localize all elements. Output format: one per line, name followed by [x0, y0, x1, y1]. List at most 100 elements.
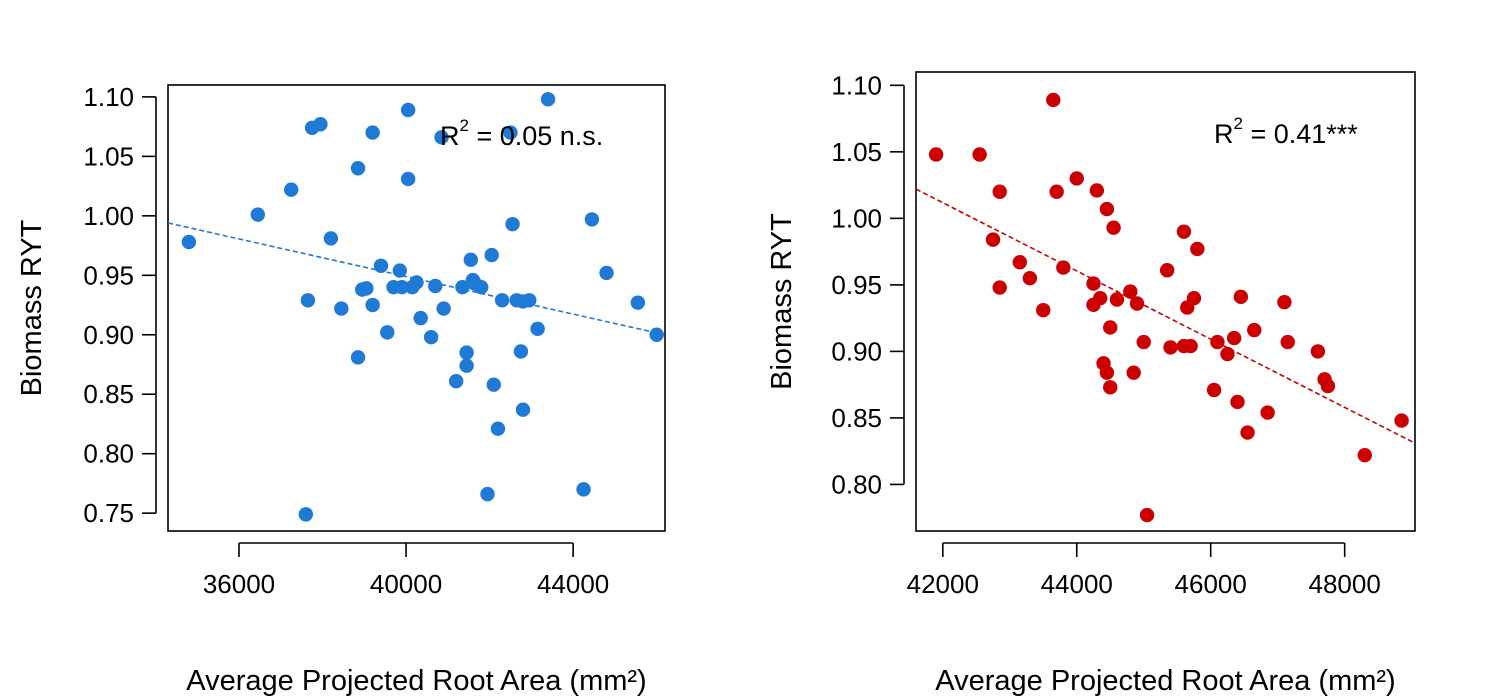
data-point: [1123, 284, 1138, 299]
data-point: [599, 265, 614, 281]
data-point: [1247, 322, 1262, 338]
data-point: [540, 92, 556, 107]
data-point: [1183, 338, 1198, 354]
data-point: [459, 345, 474, 360]
y-tick-label: 0.85: [83, 379, 134, 409]
data-point: [972, 147, 987, 162]
y-tick-label: 0.85: [831, 403, 882, 433]
data-point: [181, 234, 197, 250]
data-point: [1176, 224, 1192, 239]
data-point: [313, 117, 328, 132]
data-point: [1240, 425, 1255, 440]
y-tick-label: 0.80: [831, 469, 882, 499]
data-point: [1233, 289, 1249, 305]
data-point: [434, 130, 449, 145]
data-point: [1086, 276, 1101, 291]
data-point: [1103, 380, 1118, 395]
data-point: [436, 301, 451, 316]
data-point: [1190, 241, 1205, 257]
annotation-base: R: [1214, 119, 1234, 149]
y-tick-label: 0.80: [83, 439, 134, 469]
y-axis-title: Biomass RYT: [766, 213, 798, 390]
y-tick-label: 0.90: [831, 336, 882, 366]
data-point: [334, 301, 349, 316]
data-point: [985, 232, 1001, 247]
annotation-base: R: [440, 121, 460, 151]
data-point: [394, 279, 410, 295]
data-point: [584, 212, 600, 227]
data-point: [448, 373, 464, 389]
panel-right: 42000 44000 46000 48000 0.80 0.85 0.90 0.95 1.00…: [766, 70, 1416, 697]
plot-frame: [915, 71, 1416, 532]
data-point: [1069, 171, 1084, 186]
x-axis-title: Average Projected Root Area (mm²): [186, 665, 646, 697]
data-point: [1280, 334, 1295, 350]
y-tick-label: 0.95: [83, 260, 134, 290]
data-point: [530, 321, 545, 337]
panel-left: 36000 40000 44000 0.75 0.80 0.85 0.90 0.95 1.00 1…: [16, 82, 666, 697]
data-point: [1159, 263, 1175, 278]
data-point: [1012, 255, 1028, 270]
data-point: [413, 310, 428, 326]
data-point: [1136, 334, 1151, 350]
data-point: [1099, 201, 1115, 217]
data-point: [1206, 382, 1222, 398]
data-point: [515, 402, 531, 417]
data-point: [1036, 302, 1051, 318]
data-point: [1106, 220, 1121, 235]
data-point: [1139, 507, 1155, 523]
data-point: [1220, 346, 1235, 362]
y-tick-label: 1.05: [83, 141, 134, 171]
data-point: [1046, 92, 1061, 108]
data-point: [250, 207, 265, 222]
data-point: [373, 258, 389, 273]
data-point: [323, 231, 339, 246]
data-point: [1163, 340, 1178, 355]
y-tick-label: 0.90: [83, 320, 134, 350]
data-point: [298, 507, 314, 522]
trend-line: [168, 222, 665, 336]
y-tick-label: 1.00: [83, 201, 134, 231]
data-point: [503, 125, 518, 140]
data-point: [649, 327, 664, 342]
data-point: [576, 482, 591, 497]
data-point: [359, 281, 374, 296]
trend-line: [916, 188, 1415, 444]
data-point: [1230, 394, 1245, 410]
data-point: [1357, 447, 1372, 463]
x-tick-label: 36000: [203, 569, 275, 599]
data-point: [513, 344, 529, 359]
annotation-superscript: 2: [460, 116, 469, 135]
data-point: [400, 171, 416, 187]
x-tick-label: 42000: [907, 569, 979, 599]
x-tick-label: 44000: [1041, 569, 1113, 599]
y-tick-label: 1.10: [831, 70, 882, 100]
data-point: [1056, 260, 1071, 275]
plot-frame: [167, 84, 666, 532]
data-point: [1089, 183, 1105, 198]
annotation-value: = 0.41***: [1243, 119, 1358, 149]
data-point: [365, 297, 380, 313]
data-point: [1394, 413, 1409, 428]
data-point: [1099, 365, 1115, 380]
data-point: [380, 325, 395, 340]
data-point: [428, 278, 443, 294]
y-tick-label: 1.00: [831, 203, 882, 233]
data-point: [1320, 378, 1336, 394]
data-point: [1022, 271, 1038, 286]
data-point: [630, 295, 646, 310]
x-axis-title: Average Projected Root Area (mm²): [935, 665, 1395, 697]
data-point: [423, 329, 439, 345]
data-point: [1310, 344, 1326, 359]
annotation-value: = 0.05 n.s.: [469, 121, 603, 151]
data-point: [300, 293, 316, 308]
annotation-superscript: 2: [1234, 114, 1243, 133]
r-squared-annotation: R2 = 0.05 n.s.: [440, 116, 603, 151]
y-tick-label: 1.05: [831, 137, 882, 167]
data-point: [1109, 292, 1125, 307]
data-point: [484, 247, 499, 263]
data-point: [474, 279, 489, 295]
data-point: [1226, 330, 1242, 346]
data-point: [459, 358, 474, 373]
y-tick-label: 0.95: [831, 270, 882, 300]
